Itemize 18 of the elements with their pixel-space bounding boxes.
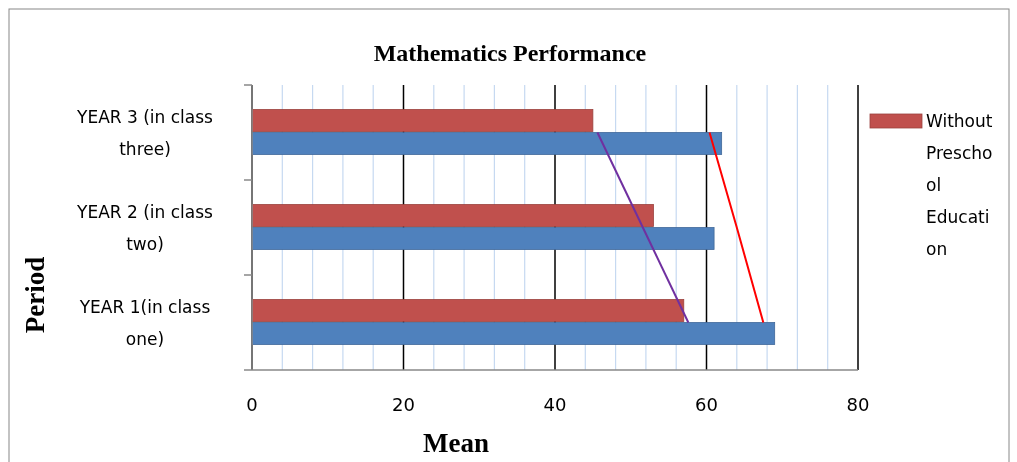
- y-tick-label: YEAR 3 (in class three): [76, 106, 214, 159]
- y-tick-label: YEAR 1(in class one): [78, 296, 211, 349]
- bar: [251, 227, 715, 250]
- bar: [251, 204, 654, 227]
- x-tick-label: 0: [246, 394, 258, 415]
- x-tick-label: 60: [695, 394, 718, 415]
- x-tick-label: 20: [392, 394, 415, 415]
- bar: [251, 299, 685, 322]
- x-tick-label: 80: [846, 394, 870, 415]
- bar: [251, 132, 723, 155]
- bar: [251, 322, 776, 345]
- y-tick-label: YEAR 2 (in class two): [76, 201, 214, 254]
- legend-label: Without Preschool Education: [926, 111, 993, 259]
- bar: [251, 109, 594, 132]
- y-axis-title: Period: [20, 256, 50, 334]
- x-axis-title: Mean: [423, 428, 489, 458]
- x-tick-label: 40: [543, 394, 567, 415]
- chart-title: Mathematics Performance: [373, 40, 647, 66]
